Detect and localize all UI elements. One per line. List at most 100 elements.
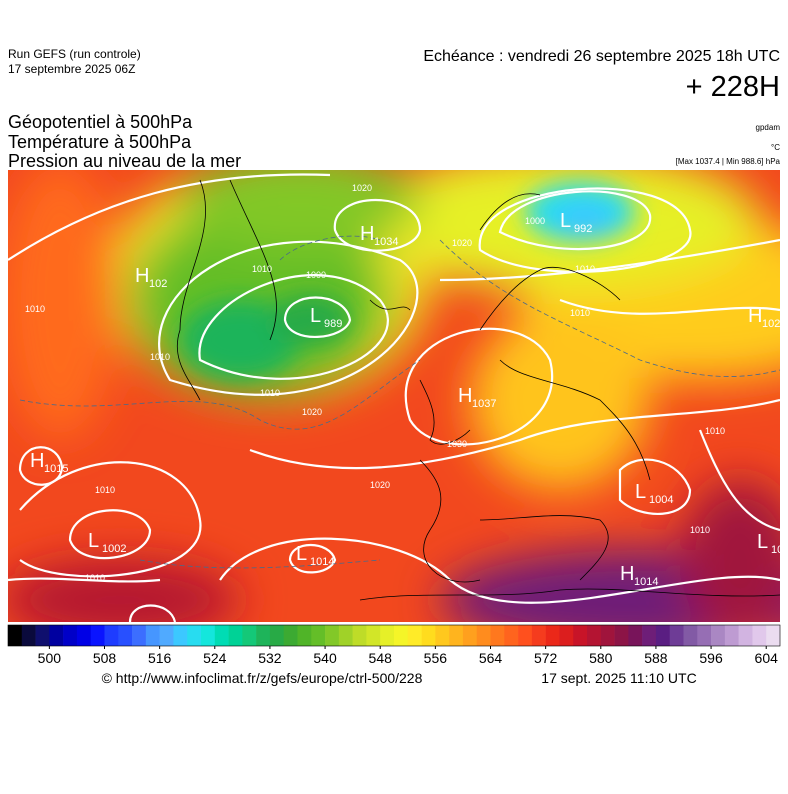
colorbar-cell [8, 625, 23, 646]
colorbar-cell [545, 625, 560, 646]
isotherms [19, 235, 780, 569]
colorbar-cell [311, 625, 326, 646]
colorbar-tick-label: 604 [755, 650, 779, 666]
colorbar-cell [642, 625, 657, 646]
colorbar-cell [476, 625, 491, 646]
isobar-label: 1010 [252, 264, 272, 274]
colorbar-cell [724, 625, 739, 646]
colorbar-frame [7, 624, 781, 647]
title-pressure: Pression au niveau de la mer [8, 151, 241, 171]
colorbar-cell [35, 625, 50, 646]
unit-temperature: °C [771, 143, 780, 152]
pressure-center: H 1014 [620, 563, 658, 588]
pressure-center: H 1015 [30, 450, 68, 475]
coastlines [176, 179, 780, 601]
colorbar-cell [90, 625, 105, 646]
center-symbol: L [560, 210, 571, 232]
isobar-label: 1020 [352, 183, 372, 193]
colorbar-cell [407, 625, 422, 646]
center-value: 1004 [649, 494, 673, 506]
pressure-center: H 102 [748, 305, 780, 330]
colorbar-tick-label: 572 [534, 650, 558, 666]
colorbar-tick-label: 556 [424, 650, 448, 666]
colorbar-cell [421, 625, 436, 646]
colorbar-cell [256, 625, 271, 646]
isobar-label: 1010 [690, 525, 710, 535]
geopotential-field [8, 170, 780, 622]
isobars [8, 173, 780, 622]
colorbar-tick-label: 596 [699, 650, 723, 666]
colorbar-cell [697, 625, 712, 646]
colorbar-cell [766, 625, 781, 646]
isobar-label: 1020 [302, 407, 322, 417]
pressure-center: L 1004 [635, 481, 673, 506]
pressure-center: L 992 [560, 210, 592, 235]
pressure-center: L 989 [310, 305, 342, 330]
colorbar-cell [559, 625, 574, 646]
run-date: 17 septembre 2025 06Z [8, 62, 135, 76]
center-symbol: H [30, 450, 44, 472]
center-symbol: L [635, 481, 646, 503]
colorbar-cell [49, 625, 64, 646]
center-value: 1015 [44, 463, 68, 475]
colorbar-cell [531, 625, 546, 646]
colorbar: 500 508 516 524 532 540 548 556 564 572 580 588 596 6… [7, 624, 781, 666]
center-symbol: L [88, 530, 99, 552]
isobar-label: 1010 [705, 426, 725, 436]
center-symbol: H [458, 385, 472, 407]
colorbar-tick-label: 500 [38, 650, 62, 666]
colorbar-cell [297, 625, 312, 646]
colorbar-cell [325, 625, 340, 646]
isobar-label: 1000 [306, 270, 326, 280]
center-symbol: H [620, 563, 634, 585]
colorbar-cell [711, 625, 726, 646]
unit-geopotential: gpdam [756, 123, 781, 132]
center-value: 102 [149, 278, 167, 290]
colorbar-cell [669, 625, 684, 646]
center-value: 992 [574, 223, 592, 235]
colorbar-tick-label: 540 [313, 650, 337, 666]
colorbar-cell [242, 625, 257, 646]
colorbar-tick-label: 508 [93, 650, 117, 666]
lead-time: + 228H [686, 71, 780, 103]
colorbar-cell [435, 625, 450, 646]
isobar-label: 1010 [95, 485, 115, 495]
colorbar-cell [738, 625, 753, 646]
colorbar-cell [504, 625, 519, 646]
isobar-label: 1010 [150, 352, 170, 362]
colorbar-cell [132, 625, 147, 646]
isobar-label: 1020 [452, 238, 472, 248]
colorbar-cell [683, 625, 698, 646]
isobar-label: 1010 [25, 304, 45, 314]
colorbar-cell [159, 625, 174, 646]
colorbar-cell [449, 625, 464, 646]
isobar-label: 1020 [370, 480, 390, 490]
pressure-center: H 1034 [360, 223, 398, 248]
colorbar-cell [187, 625, 202, 646]
center-value: 1014 [634, 576, 658, 588]
colorbar-cell [462, 625, 478, 646]
pressure-center: L 1002 [88, 530, 126, 555]
colorbar-cell [628, 625, 643, 646]
center-value: 10 [771, 544, 783, 556]
colorbar-cell [352, 625, 367, 646]
colorbar-cell [338, 625, 353, 646]
colorbar-cell [145, 625, 160, 646]
title-temperature: Température à 500hPa [8, 132, 192, 152]
center-value: 1002 [102, 543, 126, 555]
colorbar-cell [380, 625, 395, 646]
center-value: 1014 [310, 556, 334, 568]
colorbar-cell [283, 625, 298, 646]
colorbar-tick-label: 588 [644, 650, 668, 666]
center-symbol: L [757, 531, 768, 553]
isobar-label: 1030 [447, 439, 467, 449]
pressure-center: L 1014 [296, 543, 334, 568]
colorbar-cell [490, 625, 505, 646]
colorbar-tick-label: 564 [479, 650, 503, 666]
colorbar-cell [752, 625, 767, 646]
run-label: Run GEFS (run controle) [8, 47, 141, 61]
center-value: 989 [324, 318, 342, 330]
